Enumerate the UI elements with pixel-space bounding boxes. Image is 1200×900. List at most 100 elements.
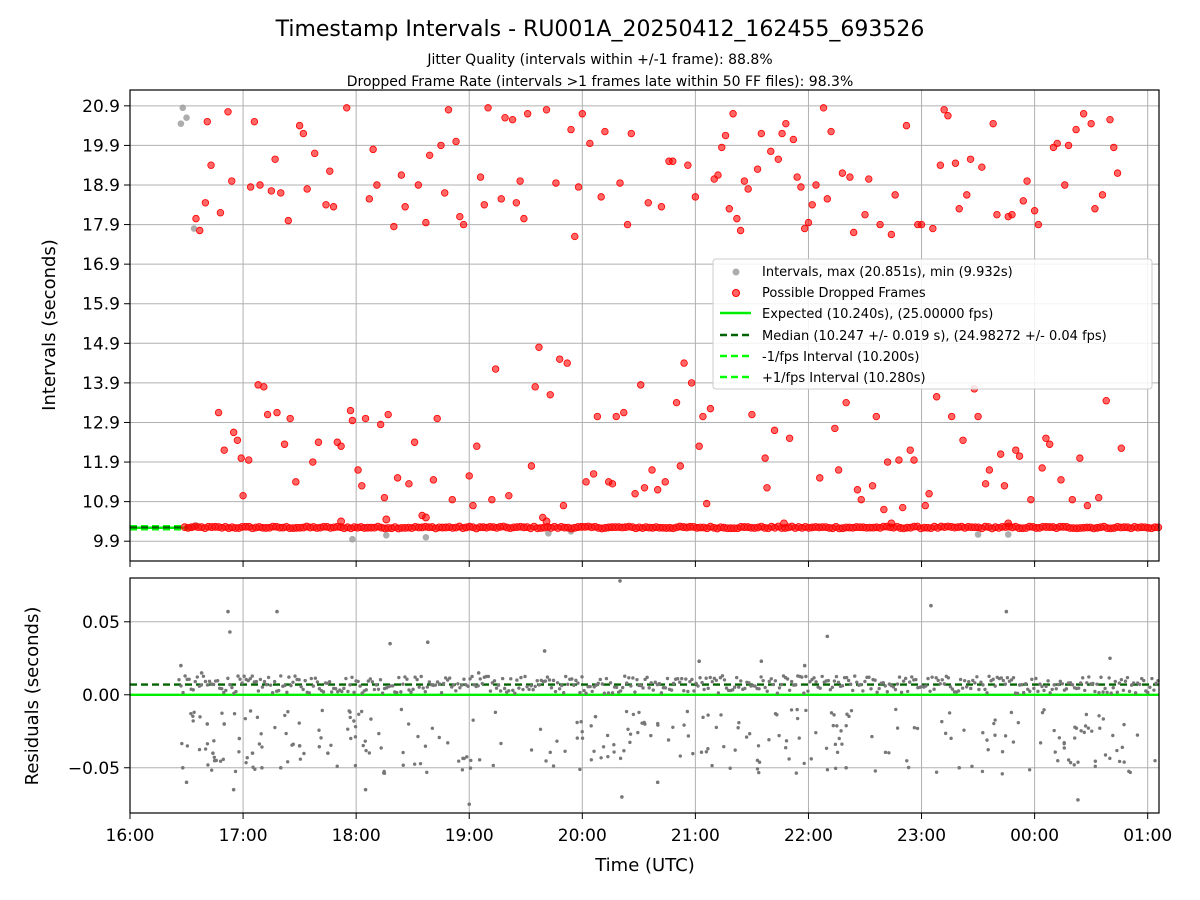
- residual-point: [367, 751, 372, 755]
- residual-point: [201, 674, 206, 678]
- residual-point: [839, 729, 843, 733]
- dropped-frame-point: [853, 486, 862, 494]
- residual-point: [416, 734, 420, 739]
- dropped-frame-baseline-point: [382, 515, 391, 524]
- residual-point: [1099, 675, 1103, 679]
- residual-point: [1117, 681, 1122, 685]
- residual-point: [605, 733, 610, 738]
- residual-point: [1079, 729, 1083, 733]
- dropped-frame-point: [322, 201, 330, 209]
- residual-point: [724, 686, 729, 690]
- dropped-frame-point: [753, 165, 762, 173]
- residual-point: [374, 683, 379, 687]
- y-tick-label: 0.00: [82, 686, 120, 706]
- residual-point: [863, 679, 867, 684]
- dropped-frame-point: [834, 466, 843, 474]
- dropped-frame-point: [902, 121, 911, 130]
- residual-point: [940, 719, 944, 724]
- residual-point: [273, 725, 277, 730]
- residual-point: [460, 768, 465, 772]
- residual-point: [179, 663, 183, 668]
- dropped-frame-baseline-point: [780, 519, 788, 528]
- residual-point: [1015, 691, 1020, 695]
- residual-point: [1040, 710, 1045, 715]
- residual-point: [612, 750, 616, 754]
- dropped-frame-point: [239, 491, 247, 500]
- residual-point: [199, 671, 204, 675]
- residual-point: [425, 640, 430, 645]
- residual-point: [348, 683, 352, 687]
- residual-point: [812, 676, 816, 680]
- residual-point: [515, 678, 519, 682]
- dropped-frame-point: [857, 495, 865, 504]
- residual-point: [191, 688, 195, 692]
- residual-point: [814, 730, 818, 735]
- residual-point: [950, 687, 955, 691]
- dropped-frame-point: [1057, 476, 1065, 484]
- residual-point: [706, 686, 710, 691]
- residual-point: [460, 683, 464, 687]
- residual-point: [353, 763, 358, 768]
- dropped-frame-point: [616, 179, 624, 187]
- residual-point: [465, 755, 469, 759]
- residual-point: [443, 676, 448, 680]
- residual-point: [733, 748, 737, 752]
- residual-point: [211, 682, 216, 687]
- dropped-frame-points: [192, 104, 1126, 522]
- dropped-frame-point: [456, 212, 464, 221]
- dropped-frame-point: [740, 177, 749, 185]
- dropped-frame-point: [1000, 482, 1009, 490]
- residual-point: [825, 634, 830, 639]
- residual-point: [710, 763, 714, 768]
- residual-point: [397, 675, 401, 680]
- residual-point: [1154, 681, 1158, 686]
- residual-point: [763, 685, 767, 690]
- residual-points: [177, 579, 1160, 807]
- residual-point: [179, 684, 183, 688]
- residual-point: [861, 689, 865, 693]
- dropped-frame-point: [789, 135, 798, 144]
- residual-point: [205, 683, 210, 687]
- dropped-frame-point: [757, 129, 766, 138]
- dropped-frame-point: [883, 458, 892, 466]
- residual-point: [317, 728, 321, 732]
- residual-point: [942, 682, 947, 686]
- residual-point: [686, 734, 691, 738]
- residual-point: [415, 677, 419, 682]
- residual-point: [1121, 688, 1126, 693]
- interval-point: [183, 114, 190, 122]
- residual-point: [753, 684, 757, 688]
- dropped-frame-point: [497, 195, 505, 203]
- residual-point: [203, 679, 208, 684]
- residual-point: [846, 678, 851, 683]
- residual-point: [492, 679, 497, 683]
- residual-point: [981, 731, 985, 735]
- dropped-frame-point: [1038, 464, 1046, 472]
- residual-point: [220, 687, 224, 691]
- dropped-frame-point: [343, 104, 351, 112]
- residual-point: [291, 680, 295, 684]
- dropped-frame-point: [405, 480, 413, 488]
- dropped-frame-point: [996, 450, 1005, 458]
- dropped-frame-point: [974, 412, 982, 421]
- residual-point: [855, 680, 859, 684]
- residual-point: [320, 708, 324, 713]
- residual-point: [437, 735, 441, 740]
- residuals-ylabel: Residuals (seconds): [22, 607, 43, 786]
- residual-point: [831, 723, 835, 728]
- residual-point: [1090, 729, 1094, 733]
- residual-point: [767, 738, 771, 742]
- intervals-reference-lines: [130, 524, 189, 531]
- residual-point: [663, 686, 668, 690]
- residual-point: [1097, 714, 1101, 718]
- residual-point: [206, 763, 210, 767]
- residual-point: [761, 678, 765, 683]
- dropped-frame-point: [365, 195, 374, 203]
- residual-point: [525, 684, 529, 689]
- residual-point: [714, 725, 719, 730]
- residual-point: [370, 680, 375, 684]
- residual-point: [1009, 710, 1014, 715]
- residual-point: [376, 687, 381, 691]
- residual-point: [1048, 691, 1052, 695]
- residual-point: [924, 684, 928, 688]
